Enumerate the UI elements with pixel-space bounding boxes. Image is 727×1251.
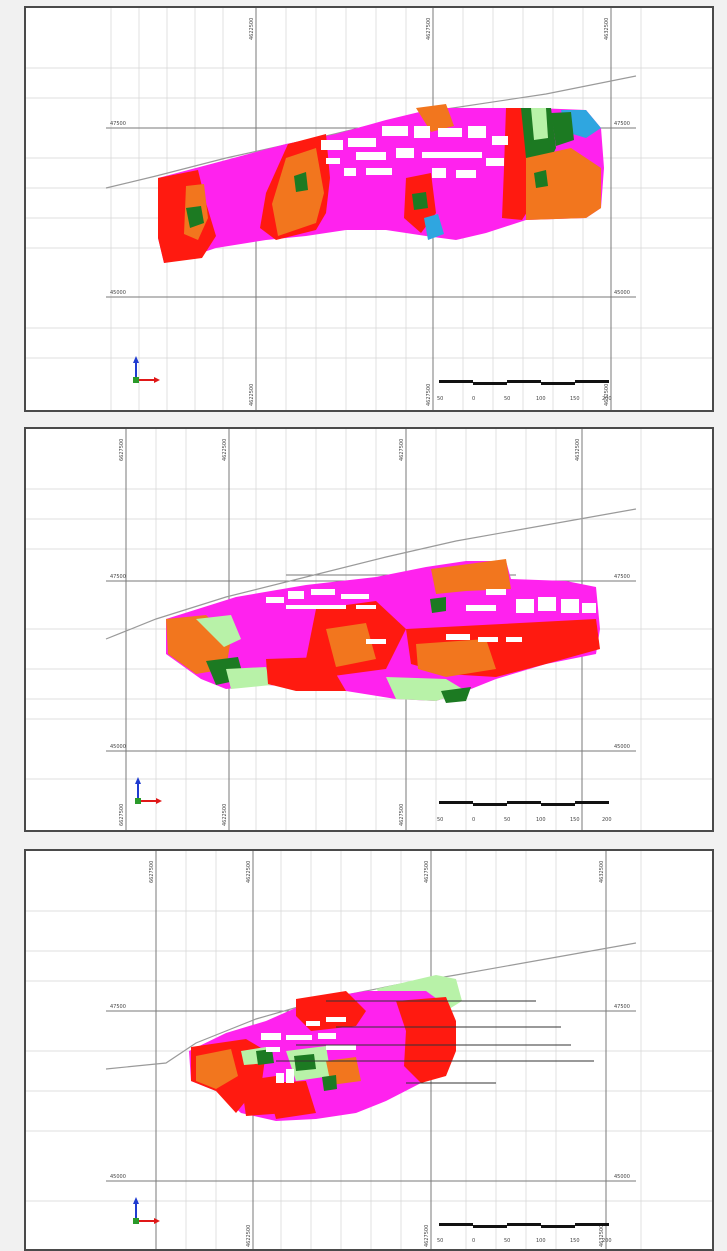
scale-tick-1: 50	[437, 817, 443, 823]
grid-label-left-2: 45000	[110, 1174, 126, 1180]
grid-label-right-1: 47500	[614, 574, 630, 580]
section-view-panel-3: 6627500 4622500 4627500 4632500 4622500 …	[24, 849, 714, 1251]
grid-label-top-4: 4632500	[599, 861, 605, 883]
grid-label-bottom-2: 4627500	[426, 384, 432, 406]
section-view-panel-2: 6627500 4622500 4627500 4632500 6627500 …	[24, 427, 714, 832]
scale-tick-4: 100	[536, 396, 546, 402]
scale-tick-6: 200	[602, 817, 612, 823]
scale-tick-1: 50	[437, 1238, 443, 1244]
grid-label-left-1: 47500	[110, 121, 126, 127]
scale-tick-6: 200	[602, 396, 612, 402]
section-view-panel-1: 4622500 4627500 4632500 4622500 4627500 …	[24, 6, 714, 412]
orebody-model	[158, 104, 604, 263]
grid-label-top-2: 4627500	[426, 18, 432, 40]
grid-labels-bottom: 4622500 4627500 4632500	[249, 384, 610, 406]
grid-label-bottom-2: 4627500	[424, 1225, 430, 1247]
grid-label-left-2: 45000	[110, 290, 126, 296]
grid-label-top-2: 4622500	[222, 439, 228, 461]
major-grid	[106, 851, 636, 1249]
grid-labels-bottom: 4622500 4627500 4632500	[246, 1225, 605, 1247]
scale-bar: 50 0 50 100 150 200	[437, 380, 612, 402]
xyz-axis-triad-icon	[133, 1197, 160, 1224]
section-3-canvas: 6627500 4622500 4627500 4632500 4622500 …	[26, 851, 712, 1249]
scale-tick-6: 200	[602, 1238, 612, 1244]
grid-label-top-1: 6627500	[119, 439, 125, 461]
orebody-model	[189, 975, 462, 1121]
stope-voids	[266, 589, 596, 644]
section-2-canvas: 6627500 4622500 4627500 4632500 6627500 …	[26, 429, 712, 830]
grid-labels-top: 6627500 4622500 4627500 4632500	[119, 439, 581, 461]
grid-label-bottom-1: 4622500	[249, 384, 255, 406]
scale-tick-3: 50	[504, 1238, 510, 1244]
scale-tick-1: 50	[437, 396, 443, 402]
grid-label-bottom-3: 4632500	[599, 1225, 605, 1247]
scale-tick-5: 150	[570, 396, 580, 402]
scale-tick-3: 50	[504, 396, 510, 402]
grid-label-right-1: 47500	[614, 121, 630, 127]
grid-label-top-1: 4622500	[249, 18, 255, 40]
scale-tick-5: 150	[570, 817, 580, 823]
section-1-canvas: 4622500 4627500 4632500 4622500 4627500 …	[26, 8, 712, 410]
grid-labels-bottom: 6627500 4622500 4627500	[119, 804, 405, 826]
xyz-axis-triad-icon	[133, 356, 160, 383]
topography-line	[105, 508, 637, 640]
grid-label-right-1: 47500	[614, 1004, 630, 1010]
scale-bar: 50 0 50 100 150 200	[437, 1223, 612, 1244]
scale-tick-3: 50	[504, 817, 510, 823]
grid-label-top-3: 4627500	[399, 439, 405, 461]
grid-label-bottom-1: 4622500	[246, 1225, 252, 1247]
drill-hole-traces	[276, 1000, 594, 1084]
grid-label-right-2: 45000	[614, 744, 630, 750]
grid-labels-top: 6627500 4622500 4627500 4632500	[149, 861, 605, 883]
orebody-model	[166, 559, 600, 703]
grid-label-bottom-1: 6627500	[119, 804, 125, 826]
grid-label-right-2: 45000	[614, 1174, 630, 1180]
grid-label-top-2: 4622500	[246, 861, 252, 883]
scale-tick-2: 0	[472, 817, 475, 823]
scale-tick-5: 150	[570, 1238, 580, 1244]
xyz-axis-triad-icon	[135, 777, 162, 804]
scale-tick-2: 0	[472, 396, 475, 402]
scale-tick-2: 0	[472, 1238, 475, 1244]
grid-label-top-3: 4632500	[604, 18, 610, 40]
grid-label-left-1: 47500	[110, 574, 126, 580]
scale-bar: 50 0 50 100 150 200	[437, 801, 612, 823]
grid-label-bottom-2: 4622500	[222, 804, 228, 826]
scale-tick-4: 100	[536, 817, 546, 823]
grid-labels-top: 4622500 4627500 4632500	[249, 18, 610, 40]
grid-label-bottom-3: 4627500	[399, 804, 405, 826]
grid-label-top-3: 4627500	[424, 861, 430, 883]
stope-voids	[321, 126, 508, 178]
grid-label-left-2: 45000	[110, 744, 126, 750]
grid-label-left-1: 47500	[110, 1004, 126, 1010]
grid-label-bottom-3: 4632500	[604, 384, 610, 406]
grid-label-right-2: 45000	[614, 290, 630, 296]
stope-voids	[261, 1017, 356, 1083]
grid-label-top-1: 6627500	[149, 861, 155, 883]
scale-tick-4: 100	[536, 1238, 546, 1244]
grid-label-top-4: 4632500	[575, 439, 581, 461]
